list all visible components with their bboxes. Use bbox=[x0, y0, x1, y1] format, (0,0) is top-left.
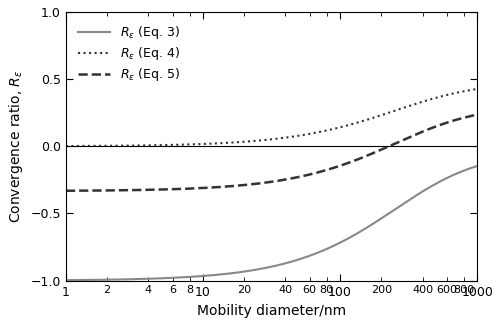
$R_\varepsilon$ (Eq. 3) bbox=[252, 268, 258, 272]
$R_\varepsilon$ (Eq. 3) bbox=[263, 266, 269, 270]
$R_\varepsilon$ (Eq. 5) bbox=[462, 115, 468, 119]
$R_\varepsilon$ (Eq. 3) bbox=[462, 168, 468, 172]
$R_\varepsilon$ (Eq. 3) bbox=[63, 278, 69, 282]
$R_\varepsilon$ (Eq. 4) bbox=[84, 144, 90, 148]
$R_\varepsilon$ (Eq. 5) bbox=[84, 189, 90, 193]
$R_\varepsilon$ (Eq. 4) bbox=[462, 89, 468, 93]
X-axis label: Mobility diameter/nm: Mobility diameter/nm bbox=[197, 304, 346, 318]
$R_\varepsilon$ (Eq. 5) bbox=[252, 182, 258, 186]
$R_\varepsilon$ (Eq. 4) bbox=[252, 139, 258, 143]
$R_\varepsilon$ (Eq. 3) bbox=[84, 278, 90, 282]
Line: $R_\varepsilon$ (Eq. 3): $R_\varepsilon$ (Eq. 3) bbox=[66, 166, 477, 280]
Line: $R_\varepsilon$ (Eq. 5): $R_\varepsilon$ (Eq. 5) bbox=[66, 115, 477, 191]
$R_\varepsilon$ (Eq. 4) bbox=[386, 111, 392, 114]
$R_\varepsilon$ (Eq. 3) bbox=[474, 164, 480, 168]
$R_\varepsilon$ (Eq. 5) bbox=[474, 113, 480, 117]
Line: $R_\varepsilon$ (Eq. 4): $R_\varepsilon$ (Eq. 4) bbox=[66, 89, 477, 146]
$R_\varepsilon$ (Eq. 3) bbox=[386, 211, 392, 215]
$R_\varepsilon$ (Eq. 4) bbox=[263, 138, 269, 142]
$R_\varepsilon$ (Eq. 4) bbox=[63, 144, 69, 148]
$R_\varepsilon$ (Eq. 4) bbox=[474, 87, 480, 91]
Legend: $R_\varepsilon$ (Eq. 3), $R_\varepsilon$ (Eq. 4), $R_\varepsilon$ (Eq. 5): $R_\varepsilon$ (Eq. 3), $R_\varepsilon$… bbox=[72, 18, 186, 89]
$R_\varepsilon$ (Eq. 5) bbox=[386, 144, 392, 148]
$R_\varepsilon$ (Eq. 5) bbox=[462, 115, 468, 119]
$R_\varepsilon$ (Eq. 3) bbox=[462, 168, 468, 172]
$R_\varepsilon$ (Eq. 4) bbox=[462, 89, 468, 93]
Y-axis label: Convergence ratio, $R_\varepsilon$: Convergence ratio, $R_\varepsilon$ bbox=[7, 70, 25, 223]
$R_\varepsilon$ (Eq. 5) bbox=[63, 189, 69, 193]
$R_\varepsilon$ (Eq. 5) bbox=[263, 181, 269, 185]
